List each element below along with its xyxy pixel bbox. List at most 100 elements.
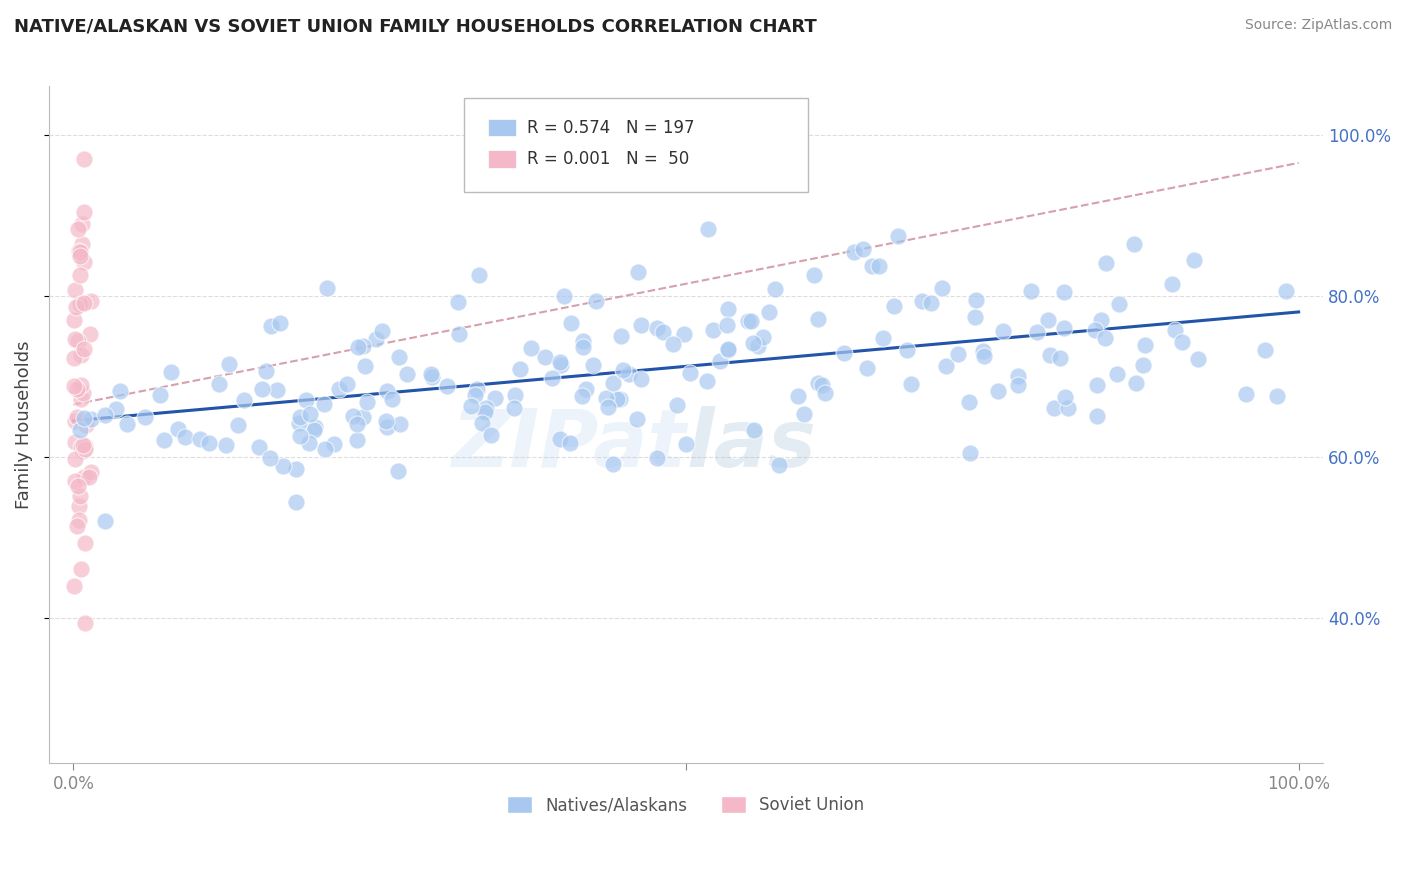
Point: [67, 244, 90, 259]
Point: [1025, 326, 1047, 340]
Point: [69, 423, 91, 437]
Point: [742, 423, 765, 437]
Point: [666, 398, 689, 412]
Text: R = 0.001   N =  50: R = 0.001 N = 50: [527, 150, 689, 168]
Point: [741, 335, 763, 350]
Point: [316, 281, 339, 295]
Point: [740, 314, 762, 328]
Point: [66, 519, 89, 533]
Point: [807, 376, 830, 391]
Point: [208, 377, 231, 392]
Point: [1133, 338, 1156, 352]
Point: [1125, 376, 1147, 390]
Point: [502, 401, 524, 415]
Point: [73, 535, 96, 549]
Point: [1007, 369, 1029, 384]
Point: [63, 312, 86, 326]
Point: [1052, 285, 1074, 299]
Text: R = 0.574   N = 197: R = 0.574 N = 197: [527, 119, 695, 136]
Point: [803, 268, 825, 283]
Point: [737, 314, 759, 328]
Point: [1171, 334, 1194, 349]
Point: [696, 374, 718, 388]
Point: [572, 334, 595, 348]
Point: [115, 417, 138, 431]
Point: [69, 297, 91, 311]
Point: [1265, 389, 1288, 403]
Point: [63, 452, 86, 467]
Point: [67, 222, 90, 236]
Point: [548, 432, 571, 446]
Point: [747, 339, 769, 353]
Point: [271, 458, 294, 473]
Legend: Natives/Alaskans, Soviet Union: Natives/Alaskans, Soviet Union: [499, 788, 873, 822]
Point: [336, 377, 359, 392]
Point: [70, 348, 93, 362]
Point: [148, 388, 170, 402]
Point: [1039, 348, 1062, 362]
Point: [1036, 313, 1059, 327]
Point: [965, 310, 987, 324]
Point: [62, 579, 84, 593]
Point: [630, 318, 652, 332]
Point: [609, 392, 631, 406]
Point: [346, 433, 368, 447]
Point: [72, 385, 94, 400]
Point: [314, 442, 336, 456]
Point: [420, 369, 443, 384]
Point: [560, 435, 582, 450]
Text: ZIPat: ZIPat: [451, 406, 686, 484]
Point: [65, 283, 87, 297]
Point: [550, 358, 572, 372]
Point: [93, 515, 115, 529]
Point: [354, 359, 377, 373]
Point: [626, 412, 648, 426]
Point: [73, 470, 96, 484]
Point: [1094, 331, 1116, 345]
Point: [627, 265, 650, 279]
Point: [509, 362, 531, 376]
Point: [1234, 387, 1257, 401]
Point: [69, 249, 91, 263]
Point: [1108, 297, 1130, 311]
Point: [198, 435, 221, 450]
Point: [1085, 409, 1108, 424]
Point: [553, 289, 575, 303]
Point: [793, 407, 815, 421]
Point: [1187, 352, 1209, 367]
Point: [72, 437, 94, 451]
Point: [72, 444, 94, 458]
Point: [371, 324, 394, 338]
Point: [1274, 284, 1296, 298]
Text: Source: ZipAtlas.com: Source: ZipAtlas.com: [1244, 18, 1392, 32]
Point: [66, 382, 89, 396]
Point: [464, 388, 486, 402]
Point: [606, 392, 628, 406]
Point: [475, 401, 498, 415]
Point: [188, 433, 211, 447]
Point: [1085, 377, 1108, 392]
Point: [602, 376, 624, 390]
Point: [1057, 401, 1080, 415]
Point: [868, 259, 890, 273]
Point: [786, 389, 808, 403]
Point: [65, 300, 87, 314]
Point: [484, 391, 506, 405]
Point: [160, 365, 183, 379]
Point: [374, 414, 396, 428]
Point: [987, 384, 1010, 399]
Point: [717, 343, 740, 358]
Point: [807, 311, 830, 326]
Point: [66, 409, 89, 424]
Point: [352, 409, 374, 424]
Point: [1090, 312, 1112, 326]
Point: [1084, 323, 1107, 337]
Point: [1019, 284, 1042, 298]
Point: [679, 366, 702, 380]
Point: [467, 268, 489, 282]
Point: [886, 229, 908, 244]
Point: [842, 245, 865, 260]
Point: [388, 350, 411, 364]
Point: [717, 342, 740, 356]
Point: [652, 325, 675, 339]
